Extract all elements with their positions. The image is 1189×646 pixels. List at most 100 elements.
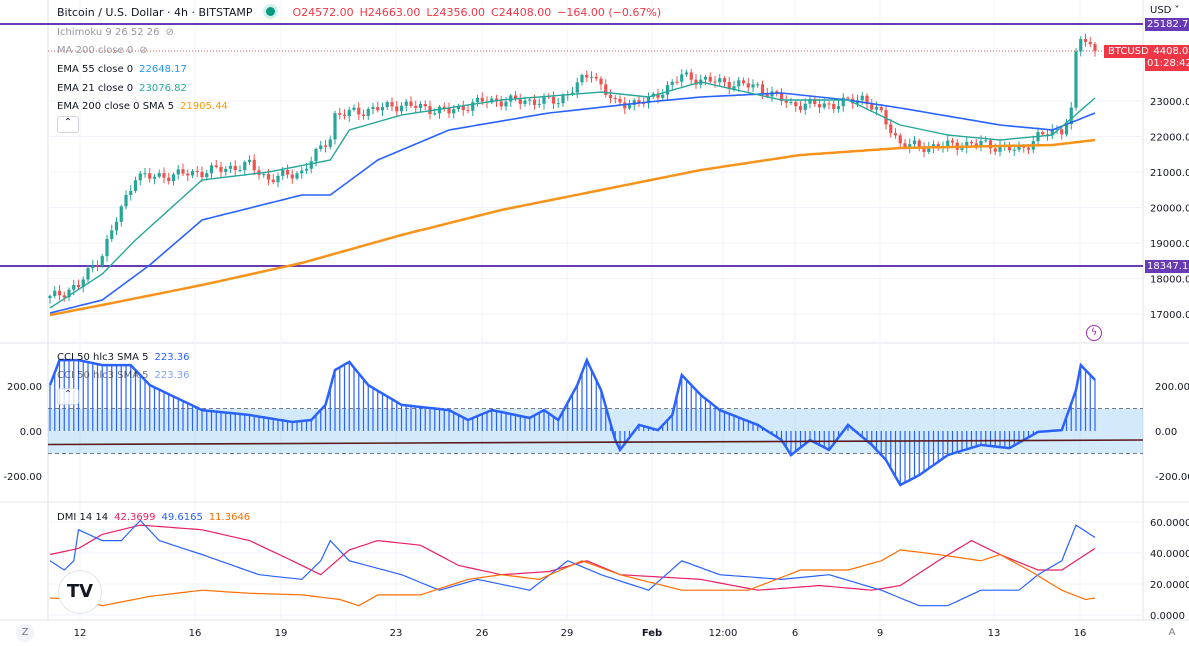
candle-body [456,105,461,110]
candle-body [48,295,52,299]
candle-body [176,169,180,175]
candle-body [532,99,537,105]
hidden-eye-icon[interactable]: ⊘ [165,27,174,38]
candle-body [751,84,755,88]
plus-di-line [49,519,1096,607]
candle-body [72,285,76,290]
candle-body [870,104,874,110]
collapse-legend-button[interactable]: ⌃ [57,116,79,133]
candle-body [214,165,218,168]
legend-cci[interactable]: CCI 50 hlc3 SMA 5 223.36 [57,352,196,363]
candle-body [775,91,779,93]
candle-body [969,141,974,144]
candle-body [1069,107,1073,125]
candle-body [694,79,698,85]
candle-body [737,80,741,87]
candle-body [309,161,313,169]
dmi-axis-label: 40.0000 [1150,549,1189,560]
time-axis-label: 12:00 [709,628,738,639]
legend-ichimoku[interactable]: Ichimoku 9 26 52 26 ⊘ [57,27,180,38]
candle-body [266,174,271,180]
legend-ema200[interactable]: EMA 200 close 0 SMA 5 21905.44 [57,101,234,112]
candle-body [993,148,997,152]
legend-ema55[interactable]: EMA 55 close 0 22648.17 [57,64,193,75]
candle-body [817,104,822,108]
candle-body [342,114,347,117]
ema21-label: EMA 21 close 0 [57,83,134,94]
candle-body [62,295,66,298]
legend-ma200[interactable]: MA 200 close 0 ⊘ [57,45,154,56]
candle-body [551,96,556,104]
candle-body [537,103,541,105]
price-axis-label: 17000.00 [1150,310,1189,321]
ema21-value: 23076.82 [139,83,187,94]
candle-body [133,180,138,191]
candle-body [727,81,731,90]
candle-body [114,221,119,231]
hidden-eye-icon[interactable]: ⊘ [139,45,148,56]
candle-body [637,100,641,104]
cci-label: CCI 50 hlc3 SMA 5 [57,370,149,381]
candle-body [1026,147,1031,150]
lightning-icon[interactable]: ϟ [1086,325,1102,341]
lower-line-price-tag: 18347.19 [1145,260,1189,273]
candle-body [689,72,693,80]
price-axis-label: 21000.00 [1150,168,1189,179]
collapse-pane-button[interactable]: ⌃ [57,388,79,405]
candle-body [86,268,90,280]
candle-body [779,92,784,101]
last-price: 24408.00 [1147,46,1189,57]
candle-body [998,145,1002,152]
time-axis-label: 6 [792,628,798,639]
candle-body [119,206,123,222]
candle-body [395,106,399,112]
candle-body [228,165,233,169]
candle-body [414,105,418,108]
candle-body [528,99,532,101]
candle-body [181,169,185,174]
currency-selector[interactable]: USD ˅ [1150,5,1180,16]
open-value: O24572.00 [292,6,354,19]
time-axis-label: 9 [877,628,883,639]
candle-body [281,170,285,176]
candle-body [81,279,85,287]
candle-body [860,95,864,101]
candle-body [157,173,161,177]
candle-body [143,173,147,175]
ema55-label: EMA 55 close 0 [57,64,134,75]
candle-body [452,109,456,114]
candle-body [765,93,769,97]
legend-dmi[interactable]: DMI 14 14 42.3699 49.6165 11.3646 [57,512,256,523]
minus-di-line [49,549,1096,607]
candle-body [580,74,584,83]
candle-body [822,103,826,108]
cci-value: 223.36 [154,370,190,381]
time-axis-label: 13 [988,628,1001,639]
zoom-reset-button[interactable]: Z [16,624,34,642]
candle-body [917,140,921,147]
candle-body [361,114,366,116]
candle-body [186,173,190,176]
candle-body [898,135,902,144]
candle-body [233,165,237,171]
candle-body [760,84,765,94]
candle-body [352,107,356,110]
tradingview-logo[interactable]: TV [58,570,102,614]
candle-body [893,133,898,136]
candle-body [884,110,888,125]
candle-body [988,140,993,149]
legend-ema21[interactable]: EMA 21 close 0 23076.82 [57,83,193,94]
candle-body [376,107,380,111]
close-value: C24408.00 [491,6,552,19]
candle-body [684,72,689,75]
candle-body [243,161,247,171]
candle-body [865,95,869,105]
legend-cci-2[interactable]: CCI 50 hlc3 SMA 5 223.36 [57,370,196,381]
cci-sma-line [47,439,1144,446]
bar-countdown: 01:28:42 [1147,58,1189,69]
candle-body [129,190,133,195]
cci-line [48,356,1096,487]
auto-scale-button[interactable]: A [1168,627,1176,638]
symbol-title[interactable]: Bitcoin / U.S. Dollar · 4h · BITSTAMP [57,6,253,19]
